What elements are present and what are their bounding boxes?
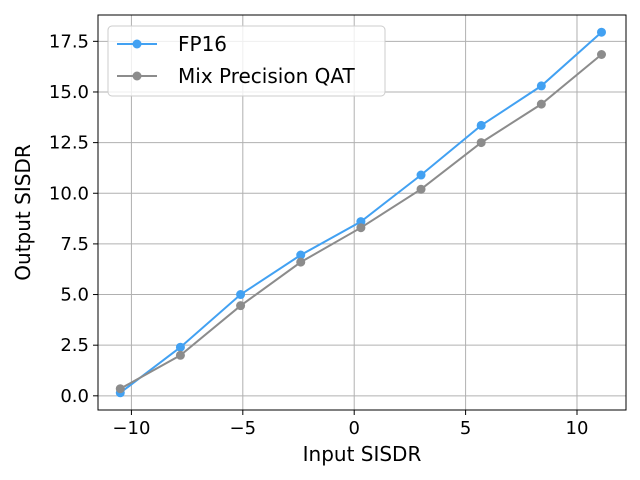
data-point: [236, 290, 246, 300]
legend-box: [107, 25, 386, 97]
ticks: −10 −5 0 5 10 0.0 2.5 5.0 7.5 10.0 12.5 15.0 17.5: [49, 31, 589, 439]
data-point: [596, 27, 606, 37]
data-point: [416, 184, 426, 194]
series-layer: [115, 27, 606, 398]
x-tick-label: 10: [566, 418, 589, 439]
data-point: [356, 223, 366, 233]
y-tick-label: 7.5: [60, 234, 89, 255]
y-tick-label: 17.5: [49, 31, 89, 52]
data-point: [296, 250, 306, 260]
y-tick-label: 2.5: [60, 335, 89, 356]
x-tick-label: −10: [112, 418, 150, 439]
data-point: [536, 99, 546, 109]
data-point: [476, 138, 486, 148]
legend-marker: [132, 71, 142, 81]
series-1: [115, 50, 606, 394]
x-tick-label: 5: [460, 418, 471, 439]
legend-label: FP16: [178, 32, 227, 56]
data-point: [236, 301, 246, 311]
y-tick-label: 12.5: [49, 133, 89, 154]
y-tick-label: 5.0: [60, 285, 89, 306]
data-point: [476, 120, 486, 130]
x-tick-label: −5: [230, 418, 257, 439]
x-axis-label: Input SISDR: [303, 442, 422, 466]
data-point: [416, 170, 426, 180]
x-tick-label: 0: [348, 418, 359, 439]
data-point: [296, 257, 306, 267]
data-point: [536, 81, 546, 91]
legend-label: Mix Precision QAT: [178, 64, 355, 88]
plot-frame: [97, 14, 627, 411]
data-point: [596, 50, 606, 59]
y-tick-label: 0.0: [60, 386, 89, 407]
y-axis-label: Output SISDR: [11, 144, 35, 281]
y-tick-label: 10.0: [49, 183, 89, 204]
data-point: [175, 350, 185, 360]
y-tick-label: 15.0: [49, 82, 89, 103]
legend: FP16 Mix Precision QAT: [107, 25, 386, 97]
legend-marker: [132, 39, 142, 49]
data-point: [115, 384, 125, 394]
data-point: [175, 342, 185, 352]
